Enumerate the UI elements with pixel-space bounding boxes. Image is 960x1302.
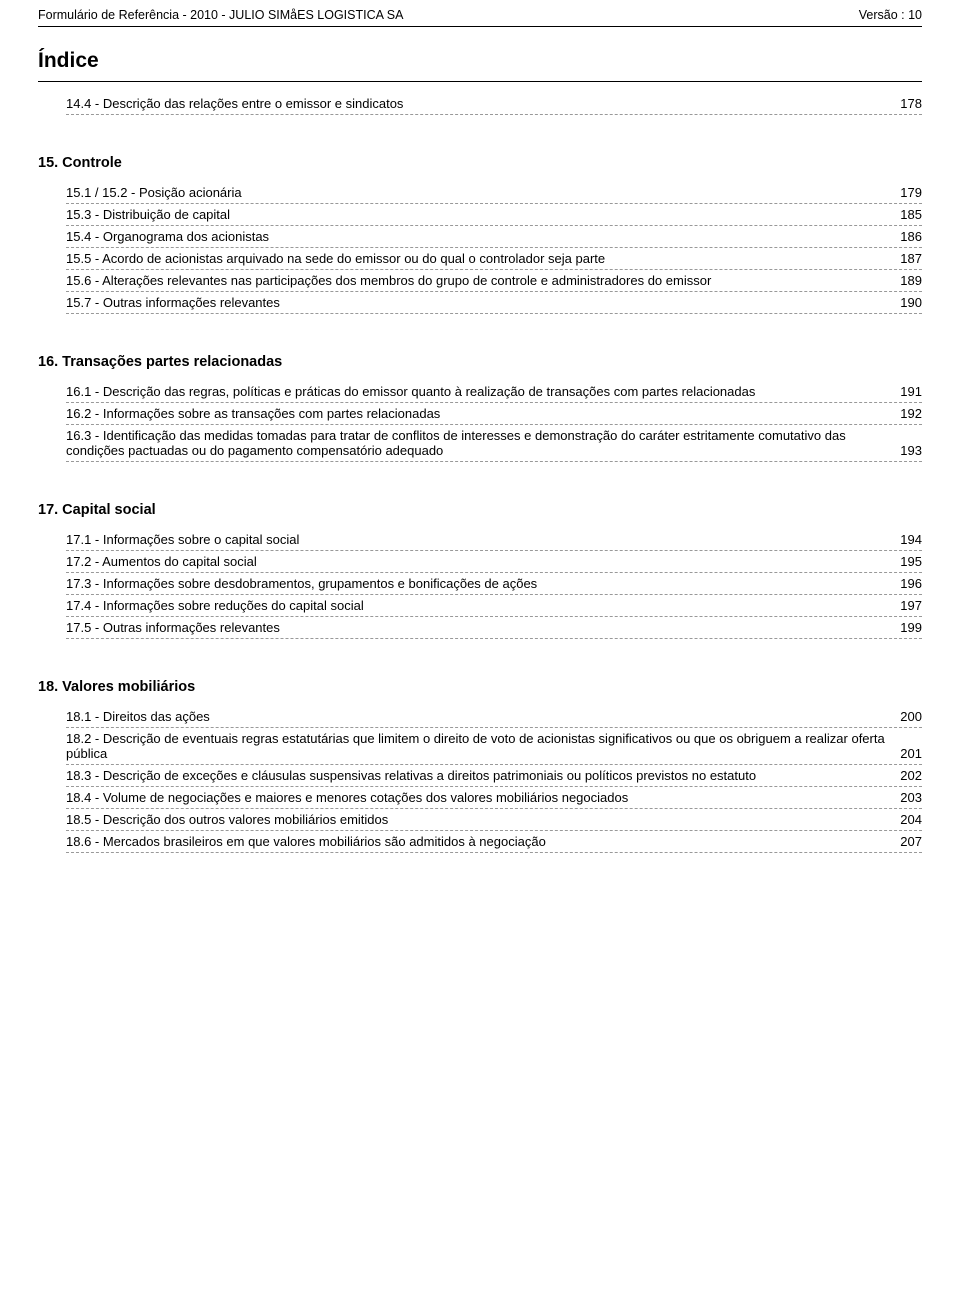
toc-item: 16.2 - Informações sobre as transações c… bbox=[66, 406, 922, 425]
section-heading: 16. Transações partes relacionadas bbox=[38, 354, 922, 370]
toc-item-label: 18.5 - Descrição dos outros valores mobi… bbox=[66, 812, 900, 827]
toc-item: 18.1 - Direitos das ações200 bbox=[66, 709, 922, 728]
toc-item-label: 15.6 - Alterações relevantes nas partici… bbox=[66, 273, 900, 288]
toc-item: 15.4 - Organograma dos acionistas186 bbox=[66, 229, 922, 248]
toc-item: 17.2 - Aumentos do capital social195 bbox=[66, 554, 922, 573]
toc-item-label: 16.2 - Informações sobre as transações c… bbox=[66, 406, 900, 421]
section-items: 16.1 - Descrição das regras, políticas e… bbox=[38, 384, 922, 462]
toc-item: 18.3 - Descrição de exceções e cláusulas… bbox=[66, 768, 922, 787]
toc-item-page: 199 bbox=[900, 620, 922, 635]
section-items: 15.1 / 15.2 - Posição acionária17915.3 -… bbox=[38, 185, 922, 314]
page-header: Formulário de Referência - 2010 - JULIO … bbox=[0, 0, 960, 26]
toc-item-label: 17.2 - Aumentos do capital social bbox=[66, 554, 900, 569]
toc-item: 16.1 - Descrição das regras, políticas e… bbox=[66, 384, 922, 403]
toc-item-page: 179 bbox=[900, 185, 922, 200]
toc-item-page: 195 bbox=[900, 554, 922, 569]
section-heading: 15. Controle bbox=[38, 155, 922, 171]
toc-item-label: 18.4 - Volume de negociações e maiores e… bbox=[66, 790, 900, 805]
sections-container: 15. Controle 15.1 / 15.2 - Posição acioná… bbox=[38, 155, 922, 853]
section-heading: 18. Valores mobiliários bbox=[38, 679, 922, 695]
section-items: 17.1 - Informações sobre o capital socia… bbox=[38, 532, 922, 639]
toc-item: 15.7 - Outras informações relevantes190 bbox=[66, 295, 922, 314]
toc-item-label: 18.6 - Mercados brasileiros em que valor… bbox=[66, 834, 900, 849]
toc-item-page: 200 bbox=[900, 709, 922, 724]
toc-item-label: 15.4 - Organograma dos acionistas bbox=[66, 229, 900, 244]
toc-item-page: 191 bbox=[900, 384, 922, 399]
toc-item: 17.3 - Informações sobre desdobramentos,… bbox=[66, 576, 922, 595]
toc-item: 17.4 - Informações sobre reduções do cap… bbox=[66, 598, 922, 617]
toc-item-page: 178 bbox=[900, 96, 922, 111]
toc-item-page: 187 bbox=[900, 251, 922, 266]
toc-item: 18.5 - Descrição dos outros valores mobi… bbox=[66, 812, 922, 831]
toc-item-page: 189 bbox=[900, 273, 922, 288]
toc-item: 15.1 / 15.2 - Posição acionária179 bbox=[66, 185, 922, 204]
toc-item-page: 202 bbox=[900, 768, 922, 783]
toc-item-label: 18.3 - Descrição de exceções e cláusulas… bbox=[66, 768, 900, 783]
toc-item-label: 17.5 - Outras informações relevantes bbox=[66, 620, 900, 635]
toc-item-page: 197 bbox=[900, 598, 922, 613]
title-rule bbox=[38, 81, 922, 82]
toc-item: 18.4 - Volume de negociações e maiores e… bbox=[66, 790, 922, 809]
toc-item-label: 17.4 - Informações sobre reduções do cap… bbox=[66, 598, 900, 613]
toc-item-label: 15.5 - Acordo de acionistas arquivado na… bbox=[66, 251, 900, 266]
toc-item-label: 18.1 - Direitos das ações bbox=[66, 709, 900, 724]
toc-item-label: 15.1 / 15.2 - Posição acionária bbox=[66, 185, 900, 200]
toc-item-label: 16.3 - Identificação das medidas tomadas… bbox=[66, 428, 900, 458]
toc-item: 15.6 - Alterações relevantes nas partici… bbox=[66, 273, 922, 292]
toc-item-label: 15.3 - Distribuição de capital bbox=[66, 207, 900, 222]
toc-item-page: 190 bbox=[900, 295, 922, 310]
toc-item-label: 15.7 - Outras informações relevantes bbox=[66, 295, 900, 310]
toc-item: 18.2 - Descrição de eventuais regras est… bbox=[66, 731, 922, 765]
toc-item-label: 17.3 - Informações sobre desdobramentos,… bbox=[66, 576, 900, 591]
header-right: Versão : 10 bbox=[859, 8, 922, 22]
page-title: Índice bbox=[38, 49, 922, 73]
toc-item: 15.5 - Acordo de acionistas arquivado na… bbox=[66, 251, 922, 270]
toc-item-label: 18.2 - Descrição de eventuais regras est… bbox=[66, 731, 900, 761]
toc-item-page: 186 bbox=[900, 229, 922, 244]
toc-item-page: 194 bbox=[900, 532, 922, 547]
toc-item-label: 17.1 - Informações sobre o capital socia… bbox=[66, 532, 900, 547]
toc-item: 15.3 - Distribuição de capital185 bbox=[66, 207, 922, 226]
toc-item-page: 207 bbox=[900, 834, 922, 849]
toc-item-page: 203 bbox=[900, 790, 922, 805]
toc-item-page: 204 bbox=[900, 812, 922, 827]
toc-item: 18.6 - Mercados brasileiros em que valor… bbox=[66, 834, 922, 853]
section-items: 18.1 - Direitos das ações20018.2 - Descr… bbox=[38, 709, 922, 853]
toc-item: 14.4 - Descrição das relações entre o em… bbox=[66, 96, 922, 115]
toc-item-page: 192 bbox=[900, 406, 922, 421]
toc-item-page: 193 bbox=[900, 443, 922, 458]
toc-item: 17.5 - Outras informações relevantes199 bbox=[66, 620, 922, 639]
toc-item-page: 185 bbox=[900, 207, 922, 222]
toc-item-label: 14.4 - Descrição das relações entre o em… bbox=[66, 96, 900, 111]
toc-item-page: 201 bbox=[900, 746, 922, 761]
header-left: Formulário de Referência - 2010 - JULIO … bbox=[38, 8, 403, 22]
section-heading: 17. Capital social bbox=[38, 502, 922, 518]
top-item-wrap: 14.4 - Descrição das relações entre o em… bbox=[38, 96, 922, 115]
content-area: Índice 14.4 - Descrição das relações ent… bbox=[0, 27, 960, 853]
toc-item-page: 196 bbox=[900, 576, 922, 591]
toc-item-label: 16.1 - Descrição das regras, políticas e… bbox=[66, 384, 900, 399]
toc-item: 17.1 - Informações sobre o capital socia… bbox=[66, 532, 922, 551]
toc-item: 16.3 - Identificação das medidas tomadas… bbox=[66, 428, 922, 462]
